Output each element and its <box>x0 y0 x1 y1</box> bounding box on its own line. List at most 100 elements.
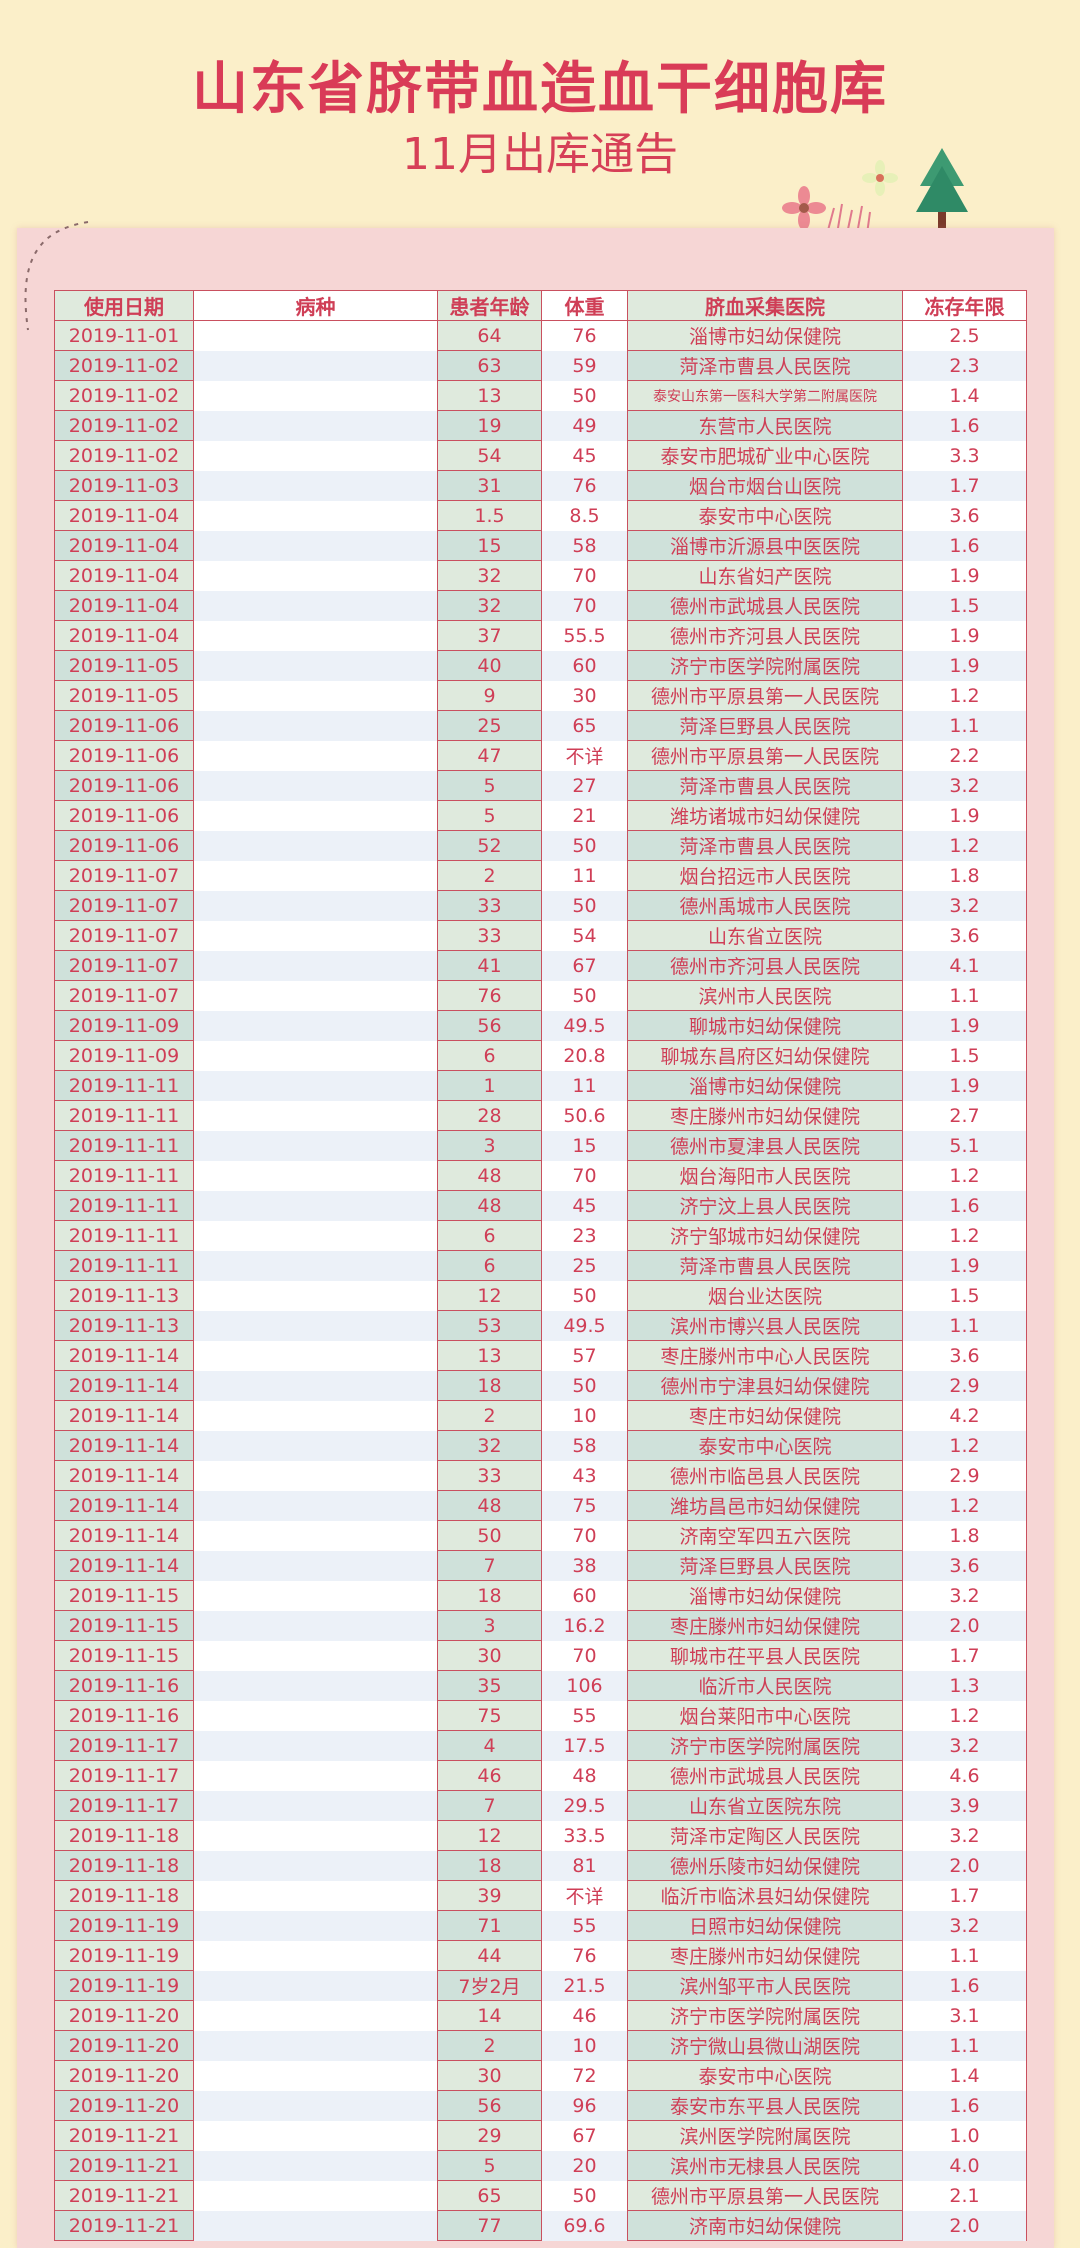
hospital-cell: 滨州邹平市人民医院 <box>627 1970 903 2001</box>
date-cell: 2019-11-11 <box>54 1250 194 1281</box>
date-cell: 2019-11-09 <box>54 1040 194 1071</box>
weight-cell: 96 <box>541 2090 628 2121</box>
weight-cell: 67 <box>541 2120 628 2151</box>
storage-years-cell: 4.1 <box>902 950 1027 981</box>
storage-years-cell: 2.3 <box>902 350 1027 381</box>
storage-years-cell: 1.2 <box>902 830 1027 861</box>
storage-years-cell: 1.9 <box>902 800 1027 831</box>
hospital-cell: 济宁市医学院附属医院 <box>627 2000 903 2031</box>
hospital-cell: 济南空军四五六医院 <box>627 1520 903 1551</box>
storage-years-cell: 3.2 <box>902 1730 1027 1761</box>
table-row: 2019-11-02 63 59 菏泽市曹县人民医院 2.3 <box>54 350 1027 381</box>
date-cell: 2019-11-15 <box>54 1640 194 1671</box>
hospital-cell: 德州乐陵市妇幼保健院 <box>627 1850 903 1881</box>
storage-years-cell: 3.2 <box>902 1580 1027 1611</box>
disease-cell <box>193 590 438 621</box>
age-cell: 33 <box>437 890 542 921</box>
storage-years-cell: 1.8 <box>902 860 1027 891</box>
disease-cell <box>193 1580 438 1611</box>
weight-cell: 50 <box>541 1280 628 1311</box>
weight-cell: 29.5 <box>541 1790 628 1821</box>
weight-cell: 50 <box>541 1370 628 1401</box>
date-cell: 2019-11-17 <box>54 1760 194 1791</box>
col-age: 患者年龄 <box>437 290 542 321</box>
age-cell: 76 <box>437 980 542 1011</box>
hospital-cell: 菏泽巨野县人民医院 <box>627 710 903 741</box>
age-cell: 30 <box>437 2060 542 2091</box>
date-cell: 2019-11-19 <box>54 1970 194 2001</box>
date-cell: 2019-11-06 <box>54 740 194 771</box>
storage-years-cell: 1.1 <box>902 980 1027 1011</box>
weight-cell: 33.5 <box>541 1820 628 1851</box>
table-row: 2019-11-14 33 43 德州市临邑县人民医院 2.9 <box>54 1460 1027 1491</box>
hospital-cell: 日照市妇幼保健院 <box>627 1910 903 1941</box>
table-row: 2019-11-04 37 55.5 德州市齐河县人民医院 1.9 <box>54 620 1027 651</box>
weight-cell: 50 <box>541 2180 628 2211</box>
disease-cell <box>193 1970 438 2001</box>
weight-cell: 21 <box>541 800 628 831</box>
weight-cell: 不详 <box>541 740 628 771</box>
storage-years-cell: 3.6 <box>902 1340 1027 1371</box>
hospital-cell: 滨州市无棣县人民医院 <box>627 2150 903 2181</box>
weight-cell: 10 <box>541 1400 628 1431</box>
hospital-cell: 泰安市中心医院 <box>627 2060 903 2091</box>
disease-cell <box>193 560 438 591</box>
hospital-cell: 临沂市临沭县妇幼保健院 <box>627 1880 903 1911</box>
disease-cell <box>193 500 438 531</box>
hospital-cell: 枣庄滕州市妇幼保健院 <box>627 1940 903 1971</box>
table-row: 2019-11-14 32 58 泰安市中心医院 1.2 <box>54 1430 1027 1461</box>
date-cell: 2019-11-14 <box>54 1550 194 1581</box>
age-cell: 50 <box>437 1520 542 1551</box>
page-subtitle: 11月出库通告 <box>402 129 678 180</box>
hospital-cell: 山东省立医院东院 <box>627 1790 903 1821</box>
hospital-cell: 淄博市妇幼保健院 <box>627 1070 903 1101</box>
weight-cell: 50 <box>541 380 628 411</box>
hospital-cell: 德州市武城县人民医院 <box>627 1760 903 1791</box>
age-cell: 3 <box>437 1130 542 1161</box>
storage-years-cell: 2.9 <box>902 1460 1027 1491</box>
weight-cell: 45 <box>541 1190 628 1221</box>
hospital-cell: 烟台招远市人民医院 <box>627 860 903 891</box>
table-row: 2019-11-06 5 21 潍坊诸城市妇幼保健院 1.9 <box>54 800 1027 831</box>
hospital-cell: 德州市平原县第一人民医院 <box>627 740 903 771</box>
date-cell: 2019-11-20 <box>54 2090 194 2121</box>
date-cell: 2019-11-02 <box>54 350 194 381</box>
date-cell: 2019-11-19 <box>54 1910 194 1941</box>
storage-years-cell: 2.5 <box>902 320 1027 351</box>
table-row: 2019-11-14 13 57 枣庄滕州市中心人民医院 3.6 <box>54 1340 1027 1371</box>
hospital-cell: 济南市妇幼保健院 <box>627 2210 903 2241</box>
table-row: 2019-11-19 7岁2月 21.5 滨州邹平市人民医院 1.6 <box>54 1970 1027 2001</box>
date-cell: 2019-11-06 <box>54 710 194 741</box>
date-cell: 2019-11-04 <box>54 500 194 531</box>
disease-cell <box>193 440 438 471</box>
disease-cell <box>193 530 438 561</box>
age-cell: 77 <box>437 2210 542 2241</box>
hospital-cell: 菏泽市曹县人民医院 <box>627 1250 903 1281</box>
hospital-cell: 淄博市妇幼保健院 <box>627 1580 903 1611</box>
date-cell: 2019-11-04 <box>54 530 194 561</box>
disease-cell <box>193 1400 438 1431</box>
weight-cell: 50 <box>541 890 628 921</box>
disease-cell <box>193 1160 438 1191</box>
weight-cell: 23 <box>541 1220 628 1251</box>
weight-cell: 49 <box>541 410 628 441</box>
storage-years-cell: 2.2 <box>902 740 1027 771</box>
disease-cell <box>193 1460 438 1491</box>
hospital-cell: 德州市夏津县人民医院 <box>627 1130 903 1161</box>
disease-cell <box>193 1310 438 1341</box>
table-row: 2019-11-13 12 50 烟台业达医院 1.5 <box>54 1280 1027 1311</box>
disease-cell <box>193 410 438 441</box>
date-cell: 2019-11-11 <box>54 1190 194 1221</box>
weight-cell: 21.5 <box>541 1970 628 2001</box>
disease-cell <box>193 1820 438 1851</box>
table-row: 2019-11-05 40 60 济宁市医学院附属医院 1.9 <box>54 650 1027 681</box>
age-cell: 19 <box>437 410 542 441</box>
weight-cell: 58 <box>541 530 628 561</box>
hospital-cell: 滨州市人民医院 <box>627 980 903 1011</box>
disease-cell <box>193 710 438 741</box>
storage-years-cell: 2.9 <box>902 1370 1027 1401</box>
weight-cell: 70 <box>541 590 628 621</box>
disease-cell <box>193 2000 438 2031</box>
age-cell: 4 <box>437 1730 542 1761</box>
storage-years-cell: 1.7 <box>902 470 1027 501</box>
